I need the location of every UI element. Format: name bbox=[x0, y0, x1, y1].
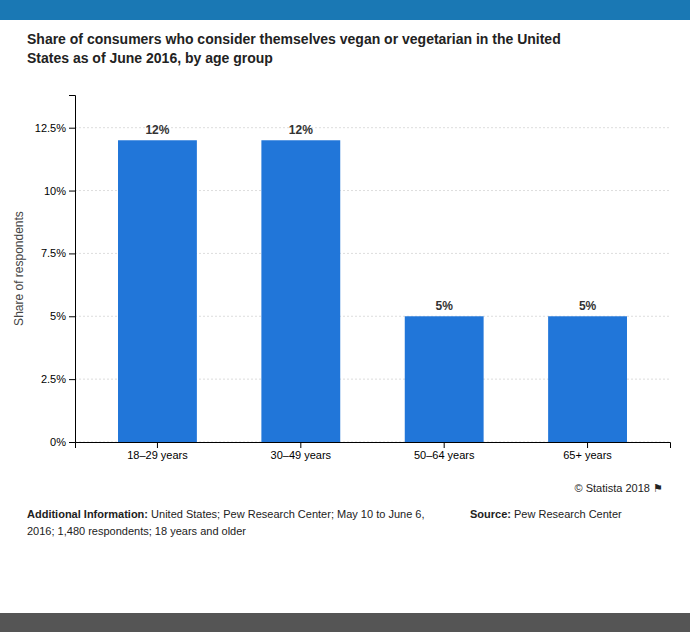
title-line: States as of June 2016, by age group bbox=[27, 50, 273, 66]
x-tick-mark bbox=[300, 442, 301, 448]
annotation-part: Research bbox=[539, 508, 586, 520]
annotation-part: 2016; bbox=[27, 525, 55, 537]
title-line: Share of consumers who consider themselv… bbox=[27, 31, 561, 47]
x-tick-label: 50–64 years bbox=[414, 449, 475, 461]
annotation: 2016; 1,480 respondents; 18 years and ol… bbox=[27, 525, 246, 537]
annotation-part: Pew bbox=[514, 508, 535, 520]
bar bbox=[548, 316, 627, 442]
header-bar bbox=[0, 0, 690, 20]
data-label: 5% bbox=[436, 299, 454, 313]
y-tick: 0% bbox=[50, 436, 75, 448]
bar bbox=[118, 140, 197, 442]
annotation-part: 6, bbox=[415, 508, 424, 520]
annotation: © Statista 2018 ⚑ bbox=[575, 482, 663, 494]
annotation-part: June bbox=[388, 508, 412, 520]
y-axis-title: Share of respondents bbox=[12, 211, 26, 326]
x-tick: 65+ years bbox=[563, 442, 612, 461]
annotation-part: Research bbox=[248, 508, 295, 520]
bar bbox=[405, 316, 484, 442]
y-tick: 5% bbox=[50, 310, 75, 322]
y-tick: 2.5% bbox=[41, 373, 75, 385]
annotation-part: Source: bbox=[470, 508, 511, 520]
x-tick-mark bbox=[444, 442, 445, 448]
y-tick: 12.5% bbox=[35, 122, 75, 134]
annotation-part: ⚑ bbox=[653, 482, 663, 494]
footer-bar bbox=[0, 613, 690, 632]
annotation-part: States; bbox=[186, 508, 220, 520]
x-tick-mark bbox=[157, 442, 158, 448]
y-axis-line bbox=[69, 96, 76, 443]
y-tick: 7.5% bbox=[41, 247, 75, 259]
annotation-part: © bbox=[575, 482, 583, 494]
annotation-part: 18 bbox=[155, 525, 167, 537]
y-tick-label: 10% bbox=[44, 185, 66, 197]
annotation-part: 10 bbox=[361, 508, 373, 520]
annotation-part: older bbox=[222, 525, 247, 537]
data-labels: 12% 12% 5% 5% bbox=[145, 123, 596, 313]
annotation-part: respondents; bbox=[88, 525, 152, 537]
y-tick-mark bbox=[69, 316, 75, 317]
y-tick-label: 2.5% bbox=[41, 373, 66, 385]
grid bbox=[75, 128, 670, 442]
data-label: 12% bbox=[289, 123, 313, 137]
y-tick-mark bbox=[69, 442, 75, 443]
x-tick-label: 30–49 years bbox=[271, 449, 332, 461]
x-tick: 30–49 years bbox=[271, 442, 332, 461]
annotation-part: Pew bbox=[223, 508, 244, 520]
annotation: Source: Pew Research Center bbox=[470, 508, 622, 520]
annotation-part: to bbox=[376, 508, 385, 520]
bars bbox=[118, 140, 627, 442]
annotation-part: Additional bbox=[27, 508, 81, 520]
annotation-part: United bbox=[151, 508, 183, 520]
annotation-part: years bbox=[170, 525, 197, 537]
annotation-part: Information: bbox=[84, 508, 148, 520]
annotation-part: May bbox=[337, 508, 358, 520]
bar bbox=[261, 140, 340, 442]
data-label: 5% bbox=[579, 299, 597, 313]
y-axis: 0% 2.5% 5% 7.5% 10% 12.5% bbox=[35, 96, 76, 449]
annotation-part: and bbox=[200, 525, 218, 537]
annotations: © Statista 2018 ⚑ Source: Pew Research Ce… bbox=[27, 482, 663, 537]
annotation-part: 1,480 bbox=[58, 525, 86, 537]
x-tick-label: 65+ years bbox=[563, 449, 612, 461]
y-tick-mark bbox=[69, 379, 75, 380]
x-tick: 50–64 years bbox=[414, 442, 475, 461]
annotation: Additional Information: United States; P… bbox=[27, 508, 425, 520]
y-tick-label: 12.5% bbox=[35, 122, 66, 134]
title: Share of consumers who consider themselv… bbox=[27, 31, 561, 66]
x-tick-mark bbox=[587, 442, 588, 448]
x-axis: 18–29 years 30–49 years 50–64 years 65+ yea… bbox=[76, 442, 671, 461]
x-axis-line bbox=[76, 443, 671, 449]
x-tick: 18–29 years bbox=[127, 442, 188, 461]
annotation-part: Center; bbox=[298, 508, 334, 520]
y-tick-mark bbox=[69, 128, 75, 129]
y-tick-label: 5% bbox=[50, 310, 66, 322]
annotation-part: 2018 bbox=[625, 482, 649, 494]
data-label: 12% bbox=[145, 123, 169, 137]
plot: 0% 2.5% 5% 7.5% 10% 12.5% 18–29 years 30–49 yea… bbox=[12, 96, 671, 461]
y-tick-label: 7.5% bbox=[41, 247, 66, 259]
y-tick-mark bbox=[69, 191, 75, 192]
y-tick-mark bbox=[69, 253, 75, 254]
x-tick-label: 18–29 years bbox=[127, 449, 188, 461]
annotation-part: Center bbox=[589, 508, 622, 520]
y-tick-label: 0% bbox=[50, 436, 66, 448]
y-tick: 10% bbox=[44, 185, 75, 197]
chart: Share of consumers who consider themselv… bbox=[0, 0, 690, 632]
annotation-part: Statista bbox=[586, 482, 624, 494]
